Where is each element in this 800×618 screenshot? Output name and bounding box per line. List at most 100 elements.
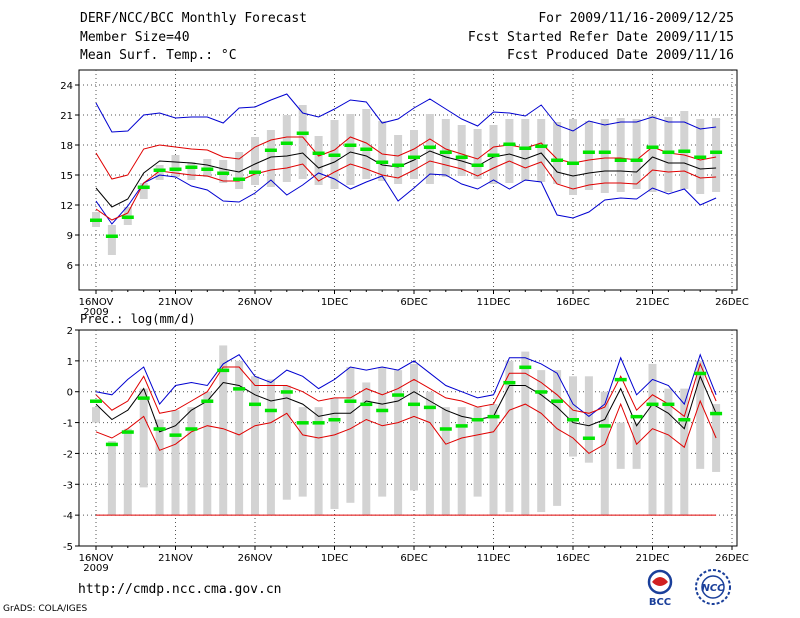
prec-box bbox=[187, 407, 196, 516]
temp-median-marker bbox=[487, 153, 500, 157]
prec-median-marker bbox=[646, 402, 659, 407]
prec-y-tick-label: -3 bbox=[63, 480, 73, 491]
temp-box bbox=[457, 125, 466, 176]
prec-median-marker bbox=[264, 408, 277, 413]
prec-box bbox=[123, 428, 132, 516]
prec-median-marker bbox=[503, 380, 516, 385]
prec-box bbox=[553, 370, 562, 506]
temp-median-marker bbox=[90, 218, 102, 222]
temp-median-marker bbox=[678, 149, 691, 153]
temp-box bbox=[600, 119, 609, 193]
temp-box bbox=[505, 119, 514, 183]
prec-y-tick-label: -2 bbox=[63, 449, 73, 460]
prec-box bbox=[314, 407, 323, 516]
prec-box bbox=[346, 367, 355, 503]
prec-max-line bbox=[95, 353, 717, 418]
temp-median-marker bbox=[185, 165, 198, 169]
prec-median-marker bbox=[233, 387, 246, 391]
temp-median-marker bbox=[137, 185, 150, 189]
temp-x-tick-label: 21NOV bbox=[158, 297, 193, 308]
prec-median-marker bbox=[455, 424, 468, 428]
prec-median-marker bbox=[90, 399, 102, 403]
temp-y-tick-label: 12 bbox=[60, 201, 73, 212]
temp-median-marker bbox=[344, 143, 357, 147]
temp-median-marker bbox=[598, 150, 611, 154]
prec-x-tick-label: 16DEC bbox=[556, 553, 590, 564]
temp-box bbox=[251, 137, 259, 185]
temp-median-marker bbox=[328, 153, 341, 157]
prec-median-marker bbox=[137, 396, 150, 400]
prec-median-marker bbox=[567, 417, 579, 422]
temp-median-marker bbox=[121, 215, 134, 219]
temp-box bbox=[632, 119, 641, 189]
temp-median-marker bbox=[392, 163, 405, 167]
temp-y-tick-label: 18 bbox=[60, 141, 73, 152]
temp-median-marker bbox=[471, 163, 484, 167]
prec-box bbox=[203, 391, 212, 516]
prec-box bbox=[569, 376, 577, 457]
temp-box bbox=[139, 183, 148, 199]
member-size-label: Member Size=40 bbox=[80, 30, 190, 45]
prec-x-tick-label: 26NOV bbox=[238, 553, 273, 564]
temp-median-marker bbox=[376, 160, 389, 164]
temp-median-marker bbox=[169, 167, 182, 171]
temp-box bbox=[266, 130, 275, 187]
prec-median-marker bbox=[296, 421, 309, 425]
prec-box bbox=[330, 397, 339, 509]
prec-x-tick-label: 21DEC bbox=[636, 553, 670, 564]
temp-median-marker bbox=[535, 144, 548, 148]
prec-y-tick-label: 0 bbox=[67, 388, 73, 399]
temp-box bbox=[569, 119, 577, 195]
temp-median-marker bbox=[264, 148, 277, 152]
prec-box bbox=[600, 391, 609, 516]
prec-median-marker bbox=[662, 402, 675, 407]
temp-box bbox=[346, 114, 355, 185]
prec-box bbox=[266, 379, 275, 516]
prec-box bbox=[92, 407, 100, 423]
temp-median-marker bbox=[551, 158, 564, 162]
temp-x-tick-label: 26DEC bbox=[715, 297, 749, 308]
prec-median-marker bbox=[392, 393, 405, 397]
prec-box bbox=[298, 407, 307, 497]
prec-y-tick-label: 2 bbox=[67, 326, 73, 337]
temp-y-tick-label: 9 bbox=[67, 231, 73, 242]
prec-box bbox=[155, 419, 164, 516]
prec-median-marker bbox=[678, 417, 691, 422]
prec-box bbox=[505, 360, 514, 513]
temp-median-marker bbox=[280, 141, 293, 145]
temp-median-marker bbox=[423, 145, 436, 149]
temp-box bbox=[441, 119, 450, 177]
prec-median-marker bbox=[105, 442, 118, 447]
prec-median-marker bbox=[344, 399, 357, 403]
source-url[interactable]: http://cmdp.ncc.cma.gov.cn bbox=[78, 582, 282, 597]
temp-y-tick-label: 15 bbox=[60, 171, 73, 182]
temp-x-tick-label: 1DEC bbox=[321, 297, 348, 308]
prec-median-marker bbox=[519, 365, 532, 370]
prec-median-marker bbox=[153, 427, 166, 431]
temp-box bbox=[282, 115, 291, 182]
prec-x-tick-label: 1DEC bbox=[321, 553, 348, 564]
prec-y-tick-label: -4 bbox=[63, 511, 73, 522]
prec-median-marker bbox=[710, 411, 723, 416]
prec-median-marker bbox=[280, 390, 293, 394]
prec-median-marker bbox=[217, 368, 230, 373]
temp-x-tick-label: 16NOV bbox=[79, 297, 114, 308]
temp-x-tick-label: 21DEC bbox=[636, 297, 670, 308]
prec-median-marker bbox=[408, 402, 420, 407]
prec-y-tick-label: 1 bbox=[67, 357, 73, 368]
temp-box bbox=[473, 129, 482, 179]
temp-median-marker bbox=[662, 150, 675, 154]
prec-box bbox=[632, 422, 641, 469]
prec-box bbox=[441, 407, 450, 516]
temp-median-marker bbox=[582, 150, 595, 154]
temp-median-marker bbox=[312, 151, 325, 155]
temp-box bbox=[394, 135, 403, 184]
prec-median-marker bbox=[423, 405, 436, 410]
temp-box bbox=[155, 165, 164, 180]
prec-median-marker bbox=[551, 399, 564, 403]
temp-box bbox=[298, 105, 307, 179]
prec-plot-frame bbox=[78, 329, 738, 547]
prec-median-marker bbox=[614, 377, 627, 382]
chart-title: DERF/NCC/BCC Monthly Forecast bbox=[80, 11, 307, 26]
